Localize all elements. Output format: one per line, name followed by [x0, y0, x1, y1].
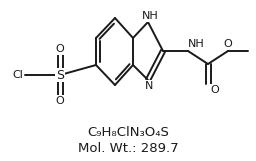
Text: O: O: [210, 85, 219, 95]
Text: O: O: [56, 96, 64, 106]
Text: S: S: [56, 68, 64, 81]
Text: N: N: [145, 81, 153, 91]
Text: NH: NH: [142, 11, 158, 21]
Text: C₉H₈ClN₃O₄S: C₉H₈ClN₃O₄S: [87, 127, 169, 139]
Text: Mol. Wt.: 289.7: Mol. Wt.: 289.7: [78, 142, 178, 155]
Text: O: O: [56, 44, 64, 54]
Text: NH: NH: [188, 39, 205, 49]
Text: Cl: Cl: [12, 70, 23, 80]
Text: O: O: [224, 39, 232, 49]
